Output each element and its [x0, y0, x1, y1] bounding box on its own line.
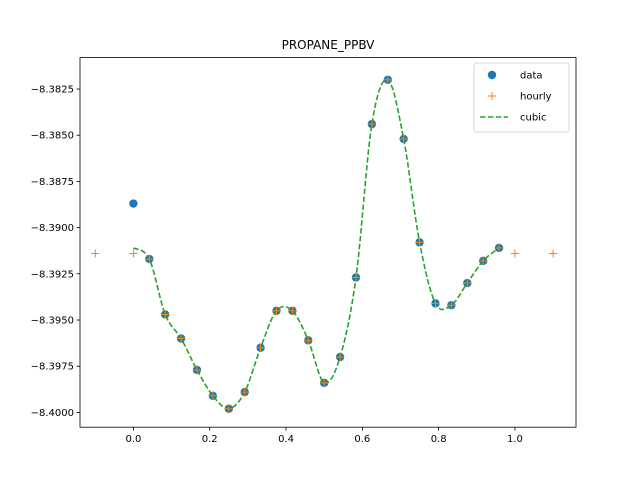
x-tick-label: 1.0 — [507, 434, 523, 445]
y-tick-label: −8.3875 — [31, 177, 74, 188]
y-tick-label: −8.3925 — [31, 269, 74, 280]
hourly-point — [256, 343, 265, 352]
legend-label: hourly — [520, 92, 552, 103]
hourly-point — [177, 334, 186, 343]
hourly-point — [399, 134, 408, 143]
hourly-point — [304, 336, 313, 345]
hourly-point — [463, 279, 472, 288]
y-tick-label: −8.3825 — [31, 85, 74, 96]
legend-frame — [473, 62, 570, 133]
hourly-point — [351, 273, 360, 282]
hourly-point — [272, 306, 281, 315]
hourly-point — [495, 243, 504, 252]
x-tick-label: 0.8 — [431, 434, 447, 445]
legend-item-data: data — [487, 70, 543, 82]
hourly-point — [193, 365, 202, 374]
hourly-point — [240, 388, 249, 397]
hourly-point — [510, 249, 519, 258]
y-tick-label: −8.3975 — [31, 362, 74, 373]
legend-item-cubic: cubic — [480, 113, 546, 124]
hourly-point — [208, 391, 217, 400]
y-tick-label: −8.3950 — [31, 316, 74, 327]
y-tick-label: −8.4000 — [31, 408, 74, 419]
hourly-point — [224, 404, 233, 413]
hourly-point — [145, 255, 154, 264]
plot-frame — [79, 57, 577, 428]
hourly-point — [91, 249, 100, 258]
y-tick-label: −8.3900 — [31, 223, 74, 234]
hourly-point — [320, 378, 329, 387]
chart-title: PROPANE_PPBV — [282, 38, 376, 52]
hourly-point — [129, 249, 138, 258]
y-tick-label: −8.3850 — [31, 131, 74, 142]
x-axis: 0.0 0.2 0.4 0.6 0.8 1.0 — [125, 427, 523, 445]
y-axis: −8.3825 −8.3850 −8.3875 −8.3900 −8.3925 −8.39… — [31, 85, 80, 419]
hourly-point — [479, 256, 488, 265]
hourly-point — [336, 352, 345, 361]
hourly-point — [415, 238, 424, 247]
plot-area: 0.0 0.2 0.4 0.6 0.8 1.0 −8.3825 −8.3850 −8.3875… — [31, 57, 577, 445]
hourly-point — [367, 120, 376, 129]
hourly-point — [383, 75, 392, 84]
legend-label: cubic — [520, 113, 546, 124]
legend: data hourly cubic — [473, 62, 570, 133]
x-tick-label: 0.4 — [278, 434, 294, 445]
data-point — [129, 199, 138, 208]
legend-item-hourly: hourly — [488, 92, 552, 103]
x-tick-label: 0.0 — [125, 434, 141, 445]
hourly-point — [431, 299, 440, 308]
hourly-point — [161, 310, 170, 319]
legend-swatch — [487, 70, 497, 80]
legend-swatch — [488, 92, 496, 100]
series-layer — [91, 75, 558, 413]
hourly-point — [288, 306, 297, 315]
x-tick-label: 0.2 — [202, 434, 218, 445]
legend-label: data — [520, 71, 543, 82]
x-tick-label: 0.6 — [354, 434, 370, 445]
hourly-point — [447, 301, 456, 310]
hourly-point — [549, 249, 558, 258]
